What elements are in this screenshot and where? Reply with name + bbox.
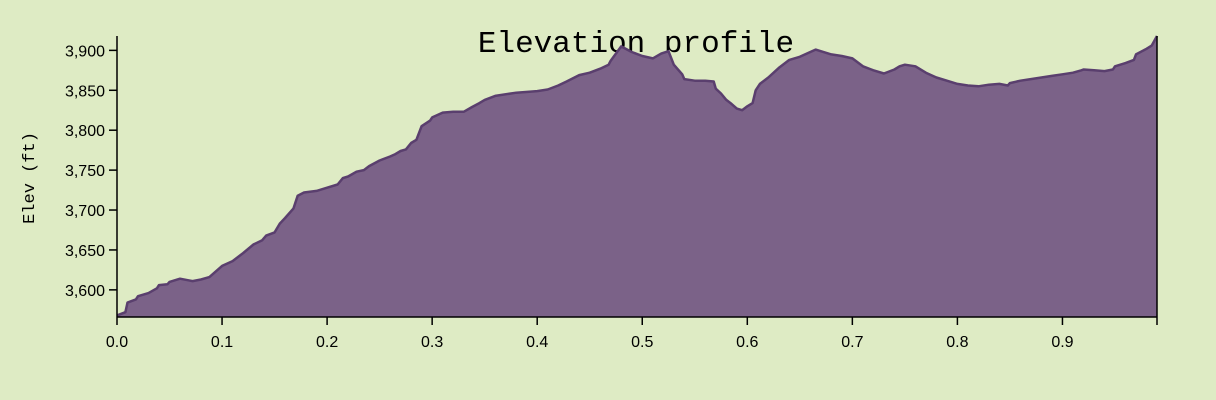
x-tick-label: 0.1	[211, 334, 233, 351]
axes-layer	[116, 36, 1158, 325]
y-tick-label: 3,750	[65, 163, 105, 180]
x-tick-label: 0.2	[316, 334, 338, 351]
y-tick-label: 3,800	[65, 123, 105, 140]
x-tick-label: 0.4	[526, 334, 548, 351]
area-fill-series-0	[117, 36, 1157, 317]
ticks-layer: 3,600 3,650 3,700 3,750 3,800 3,850 3,900 0.0 0.…	[65, 43, 1074, 351]
x-tick-label: 0.0	[106, 334, 128, 351]
y-tick-label: 3,900	[65, 43, 105, 60]
y-tick-label: 3,600	[65, 283, 105, 300]
y-tick-label: 3,700	[65, 203, 105, 220]
x-tick-label: 0.6	[736, 334, 758, 351]
area-layer	[116, 35, 1159, 317]
area-line-series-0	[116, 35, 1159, 317]
x-tick-label: 0.3	[421, 334, 443, 351]
y-tick-label: 3,850	[65, 83, 105, 100]
y-axis-label: Elev (ft)	[21, 132, 40, 224]
x-tick-label: 0.7	[841, 334, 863, 351]
x-tick-label: 0.8	[946, 334, 968, 351]
x-tick-label: 0.9	[1051, 334, 1073, 351]
x-tick-label: 0.5	[631, 334, 653, 351]
y-tick-label: 3,650	[65, 243, 105, 260]
